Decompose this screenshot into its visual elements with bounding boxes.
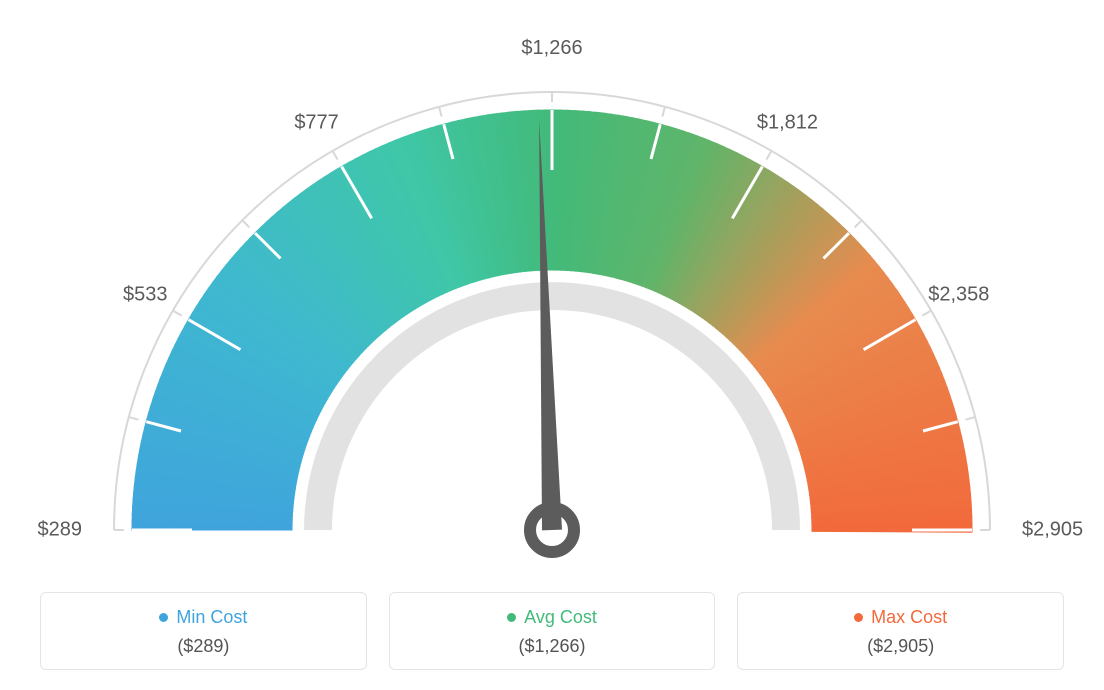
legend-card-min: Min Cost ($289)	[40, 592, 367, 670]
dot-icon	[507, 613, 516, 622]
legend-card-max: Max Cost ($2,905)	[737, 592, 1064, 670]
legend-value: ($289)	[51, 636, 356, 657]
legend-label: Max Cost	[871, 607, 947, 628]
chart-container: $289 $533 $777 $1,266 $1,812 $2,358 $2,905 Min…	[0, 0, 1104, 690]
gauge-chart: $289 $533 $777 $1,266 $1,812 $2,358 $2,905	[0, 0, 1104, 580]
legend-value: ($1,266)	[400, 636, 705, 657]
gauge-tick-label: $1,266	[521, 37, 582, 60]
dot-icon	[854, 613, 863, 622]
legend-title-max: Max Cost	[854, 607, 947, 628]
legend-value: ($2,905)	[748, 636, 1053, 657]
legend-row: Min Cost ($289) Avg Cost ($1,266) Max Co…	[0, 592, 1104, 670]
legend-label: Avg Cost	[524, 607, 597, 628]
gauge-tick-label: $1,812	[757, 112, 818, 135]
legend-card-avg: Avg Cost ($1,266)	[389, 592, 716, 670]
legend-title-avg: Avg Cost	[507, 607, 597, 628]
gauge-tick-label: $777	[294, 112, 339, 135]
gauge-tick-label: $289	[38, 519, 83, 542]
legend-label: Min Cost	[176, 607, 247, 628]
dot-icon	[159, 613, 168, 622]
gauge-tick-label: $2,358	[928, 283, 989, 306]
legend-title-min: Min Cost	[159, 607, 247, 628]
gauge-tick-label: $533	[123, 283, 168, 306]
gauge-tick-label: $2,905	[1022, 519, 1083, 542]
